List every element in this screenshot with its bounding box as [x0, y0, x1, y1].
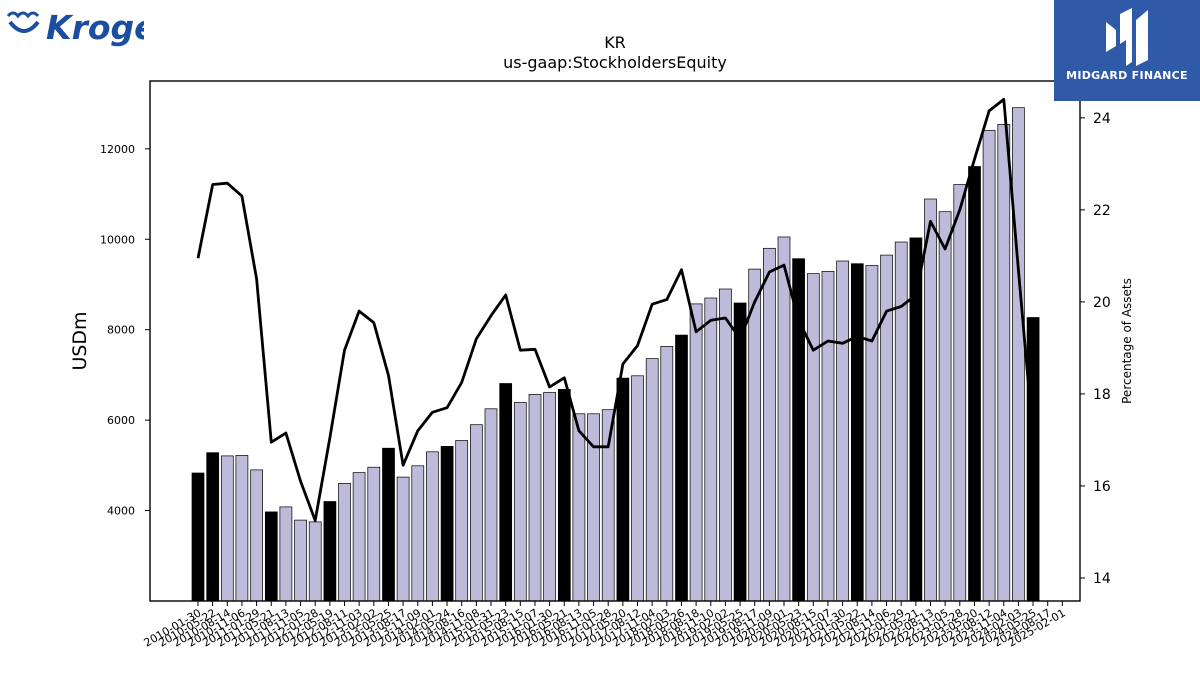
y2-tick-label: 16: [1093, 479, 1111, 495]
bar: [806, 273, 820, 602]
bar-series: [191, 107, 1040, 602]
bar: [938, 211, 952, 602]
y-tick-label: 6000: [107, 414, 135, 427]
bar: [924, 198, 937, 602]
y-axis-right: 14 16 18 20 22 24: [1080, 111, 1111, 587]
midgard-logo-text: MIDGARD FINANCE: [1066, 69, 1188, 82]
bar: [411, 465, 425, 602]
bar: [279, 506, 293, 602]
bar: [704, 297, 718, 602]
y-tick-label: 10000: [100, 233, 135, 246]
bar: [338, 483, 351, 602]
bar: [1012, 107, 1025, 602]
x-axis: 2010-01-302010-05-222010-08-142010-11-06…: [142, 601, 1068, 650]
bar: [543, 392, 556, 602]
bar: [631, 375, 644, 602]
bar: [382, 447, 395, 602]
bar: [660, 346, 674, 602]
bar: [719, 288, 732, 602]
bar: [777, 236, 791, 602]
bar: [426, 451, 439, 602]
bar: [601, 409, 615, 602]
bar: [308, 521, 322, 602]
bar: [763, 247, 776, 602]
bar: [528, 394, 542, 602]
bar: [250, 469, 263, 602]
bar: [323, 501, 337, 602]
bar: [997, 124, 1011, 602]
bar: [367, 466, 381, 602]
percentage-line: [196, 98, 1035, 522]
bar: [513, 402, 527, 602]
midgard-finance-logo: MIDGARD FINANCE: [1054, 0, 1200, 101]
y-axis-left: 4000 6000 8000 10000 12000: [100, 143, 150, 518]
y2-tick-label: 20: [1093, 295, 1111, 311]
y2-tick-label: 22: [1093, 203, 1111, 219]
bar: [865, 265, 879, 602]
bar: [440, 446, 454, 602]
bar: [675, 334, 688, 602]
bar: [689, 303, 703, 602]
bar: [352, 472, 366, 602]
bar: [557, 389, 571, 602]
bar: [235, 455, 249, 602]
bar: [792, 258, 805, 602]
bar: [850, 263, 864, 602]
line-series: [196, 98, 1035, 522]
chart-subtitle: us-gaap:StockholdersEquity: [503, 53, 727, 72]
bar: [264, 511, 278, 602]
bar: [206, 452, 220, 602]
bar: [396, 476, 410, 602]
y-tick-label: 8000: [107, 324, 135, 337]
bar: [748, 268, 762, 602]
bar: [191, 472, 205, 602]
bar: [499, 383, 513, 602]
bar: [484, 408, 498, 602]
bar: [733, 302, 747, 602]
y2-axis-label: Percentage of Assets: [1120, 278, 1134, 404]
bar: [572, 413, 586, 602]
bar: [220, 455, 234, 602]
y-tick-label: 12000: [100, 143, 135, 156]
bar: [953, 184, 967, 602]
bar: [821, 271, 835, 602]
y2-tick-label: 14: [1093, 571, 1111, 587]
bar: [1026, 317, 1040, 602]
y-tick-label: 4000: [107, 505, 135, 518]
plot-frame: [149, 80, 1081, 602]
bar: [982, 129, 996, 602]
kroger-logo-mark: Kroger: [6, 8, 175, 47]
y2-tick-label: 24: [1093, 111, 1111, 127]
kroger-logo-text: Kroger: [46, 8, 144, 47]
chart-title: KR: [604, 33, 626, 52]
bar: [616, 377, 630, 602]
midgard-logo-mark: [1106, 8, 1148, 66]
y-axis-label: USDm: [69, 311, 91, 370]
y2-tick-label: 18: [1093, 387, 1111, 403]
bar: [645, 358, 659, 602]
bar: [968, 166, 981, 602]
bar: [894, 241, 908, 602]
kroger-logo: Kroger: [4, 4, 175, 54]
bar: [836, 260, 849, 602]
bar: [470, 424, 483, 602]
bar: [294, 519, 307, 602]
bar: [880, 254, 893, 602]
bar: [455, 440, 469, 602]
